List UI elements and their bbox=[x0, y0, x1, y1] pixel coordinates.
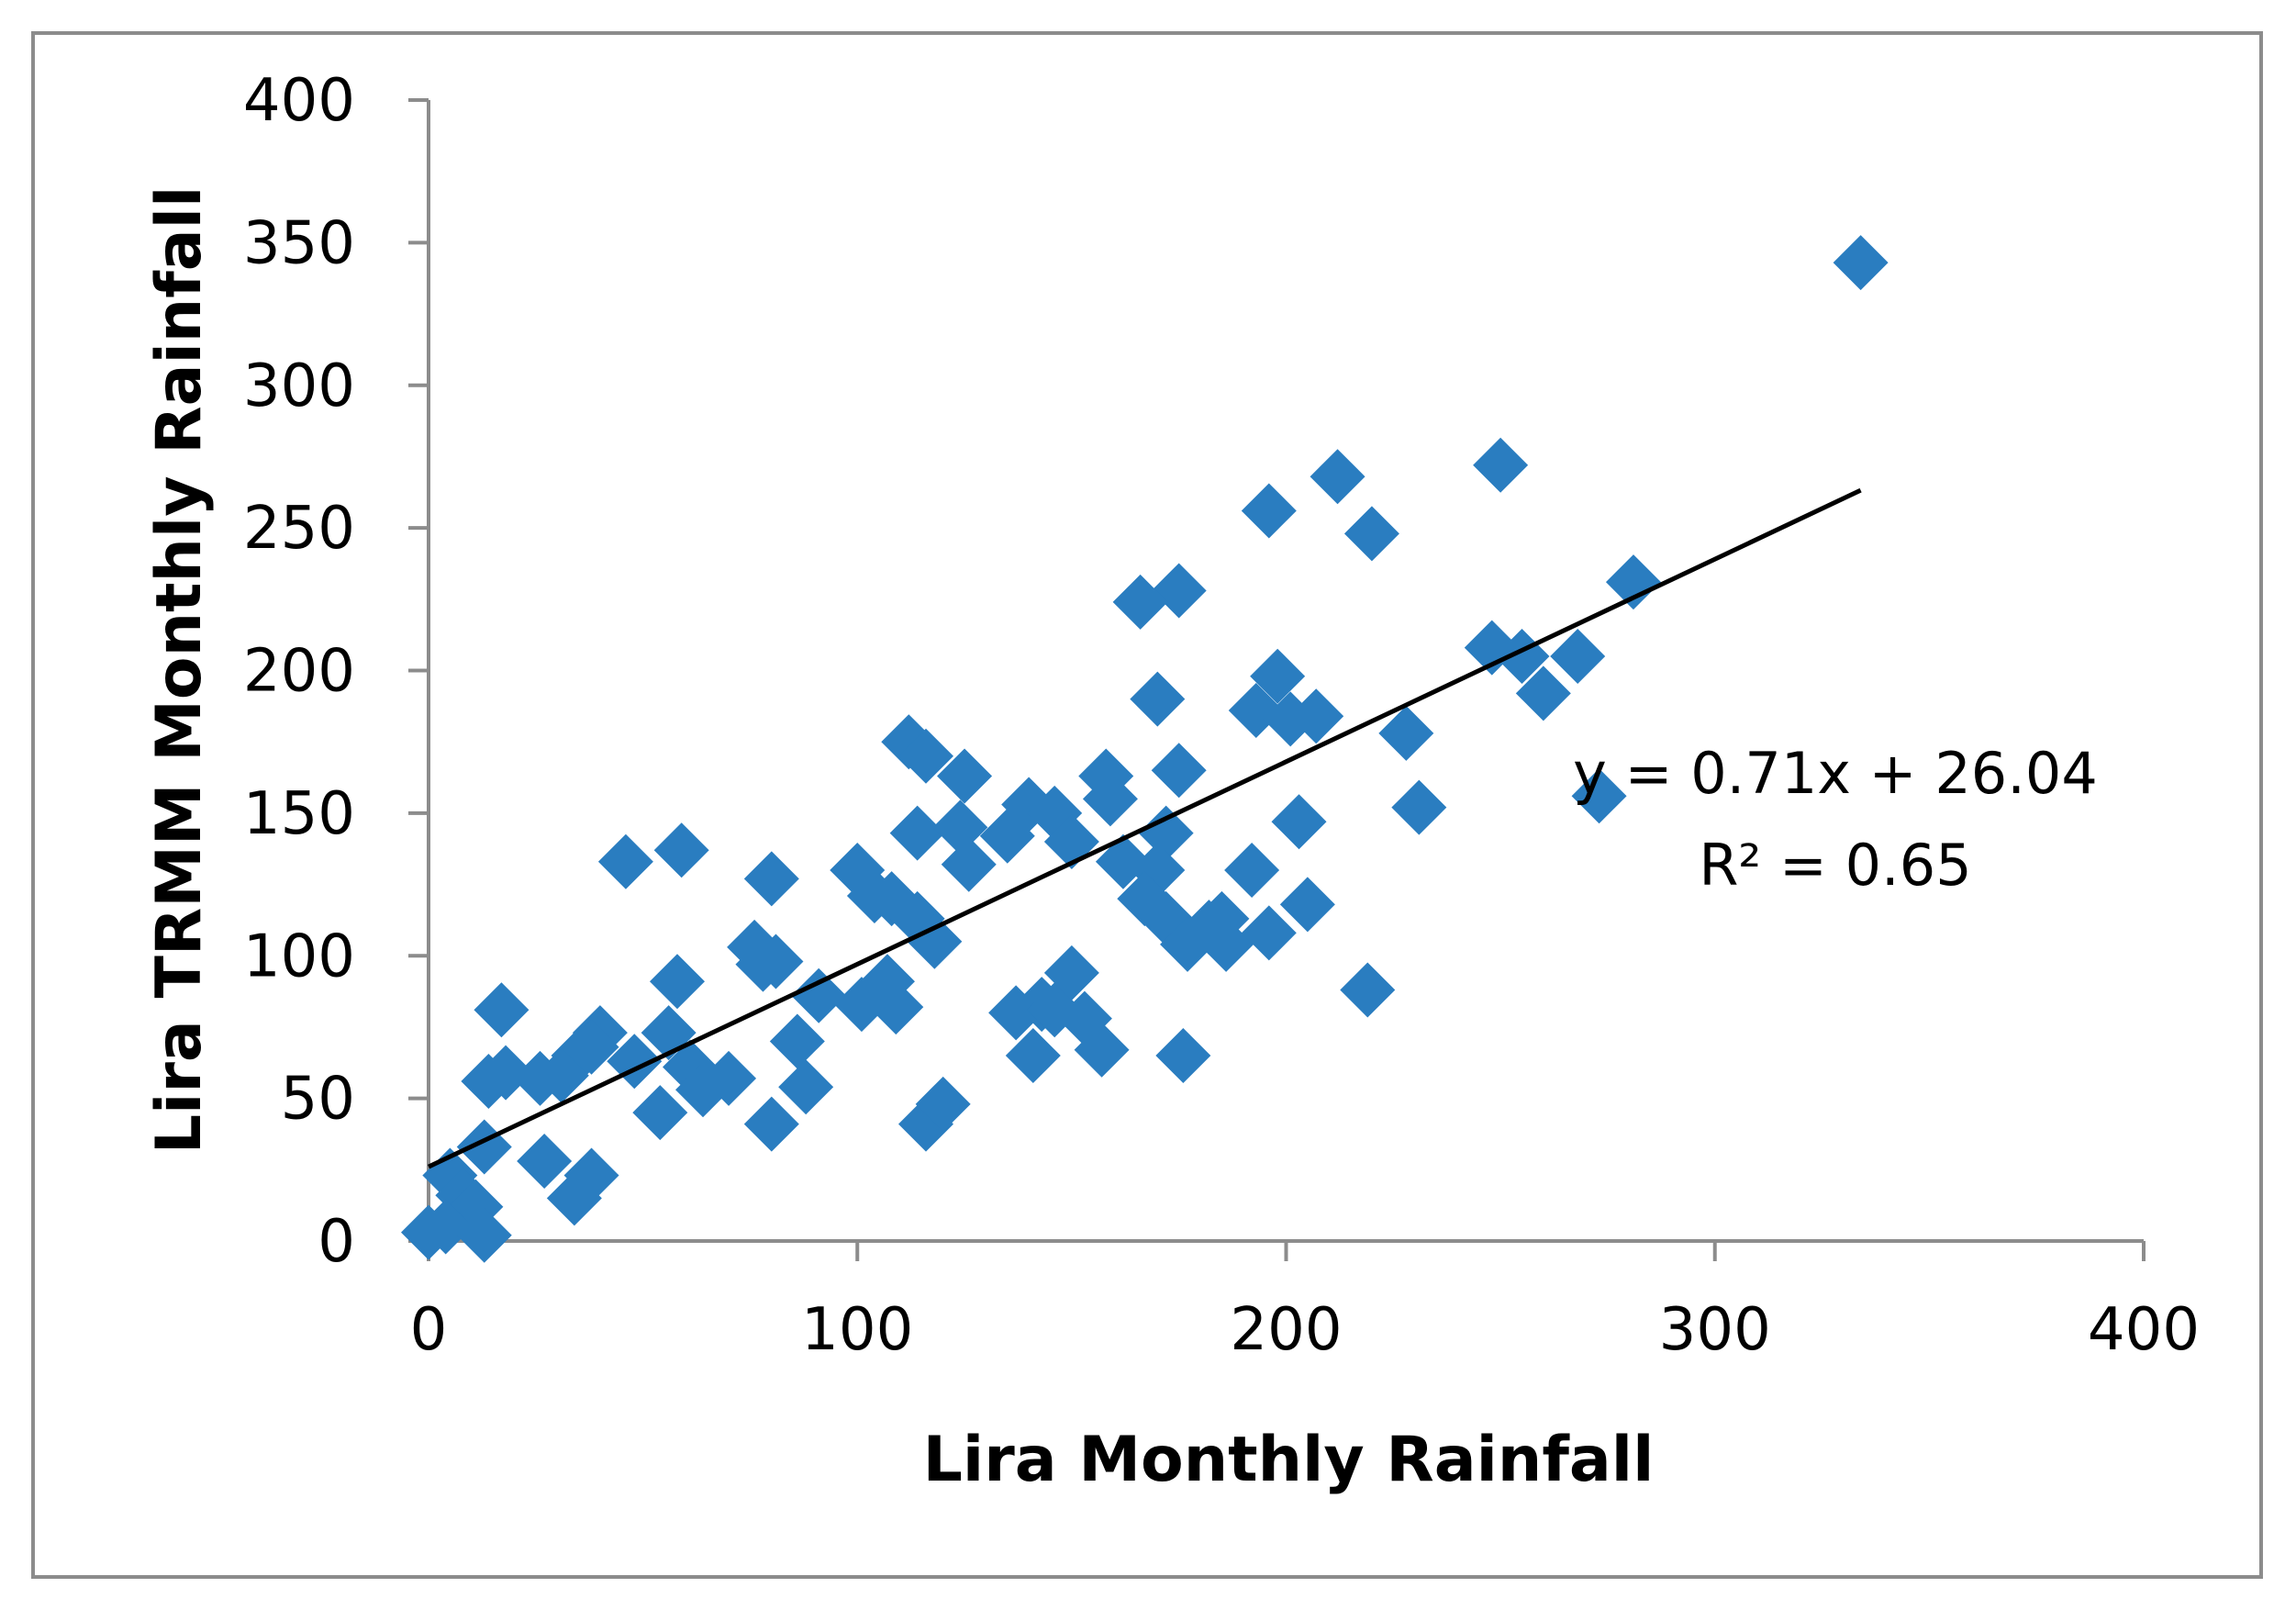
data-point-11 bbox=[1515, 665, 1571, 721]
y-tick-label-100: 100 bbox=[243, 922, 355, 990]
data-point-83 bbox=[478, 1045, 534, 1101]
data-point-68 bbox=[1155, 1028, 1211, 1084]
r-squared-label: R² = 0.65 bbox=[1699, 832, 1971, 899]
data-point-99 bbox=[401, 1204, 456, 1260]
y-tick-label-400: 400 bbox=[243, 67, 355, 135]
data-point-10 bbox=[1550, 628, 1606, 684]
data-point-81 bbox=[512, 1050, 568, 1106]
data-point-12 bbox=[1250, 648, 1306, 704]
y-tick-label-300: 300 bbox=[243, 352, 355, 420]
y-tick-label-350: 350 bbox=[243, 209, 355, 277]
data-point-69 bbox=[1005, 1028, 1061, 1084]
data-point-39 bbox=[743, 851, 799, 907]
data-point-53 bbox=[1279, 877, 1335, 933]
x-tick-label-0: 0 bbox=[410, 1296, 448, 1364]
data-point-0 bbox=[1833, 235, 1889, 291]
data-point-16 bbox=[1130, 671, 1186, 727]
data-point-44 bbox=[907, 913, 963, 969]
data-point-2 bbox=[1310, 449, 1365, 505]
data-point-57 bbox=[791, 967, 847, 1023]
data-point-38 bbox=[597, 833, 653, 889]
data-point-61 bbox=[650, 954, 706, 1010]
data-point-65 bbox=[1043, 945, 1099, 1001]
x-tick-label-200: 200 bbox=[1230, 1296, 1342, 1364]
trendline-group bbox=[427, 487, 1862, 1169]
data-point-46 bbox=[1138, 890, 1194, 946]
data-point-52 bbox=[1241, 905, 1297, 961]
data-point-51 bbox=[1224, 843, 1280, 899]
data-point-98 bbox=[456, 1207, 512, 1263]
x-tick-label-400: 400 bbox=[2088, 1296, 2200, 1364]
data-point-15 bbox=[1288, 688, 1344, 744]
data-point-1 bbox=[1473, 437, 1529, 493]
x-tick-label-100: 100 bbox=[801, 1296, 913, 1364]
data-point-24 bbox=[1271, 794, 1327, 850]
chart-frame bbox=[31, 31, 2263, 1579]
data-point-60 bbox=[868, 979, 924, 1035]
data-point-89 bbox=[915, 1076, 971, 1132]
data-point-70 bbox=[1340, 962, 1396, 1018]
data-point-50 bbox=[1194, 890, 1250, 946]
x-tick-label-300: 300 bbox=[1659, 1296, 1771, 1364]
x-axis-title: Lira Monthly Rainfall bbox=[923, 1424, 1655, 1496]
data-points bbox=[401, 235, 1889, 1263]
data-point-87 bbox=[743, 1096, 799, 1152]
data-point-85 bbox=[778, 1059, 834, 1115]
data-point-91 bbox=[517, 1133, 573, 1189]
axes: 0 50 100 150 200 250 300 350 400 0 100 200 300 400 bbox=[243, 67, 2200, 1364]
y-tick-label-150: 150 bbox=[243, 780, 355, 848]
data-point-22 bbox=[1082, 771, 1138, 827]
y-tick-label-50: 50 bbox=[281, 1066, 355, 1134]
y-tick-label-200: 200 bbox=[243, 638, 355, 706]
data-point-29 bbox=[979, 808, 1035, 864]
data-point-7 bbox=[1112, 574, 1168, 630]
data-point-43 bbox=[889, 890, 945, 946]
data-point-3 bbox=[1241, 483, 1297, 539]
data-point-25 bbox=[1391, 779, 1447, 835]
data-point-17 bbox=[1378, 705, 1434, 761]
data-point-71 bbox=[474, 982, 529, 1038]
labels: Lira Monthly Rainfall Lira TRMM Monthly … bbox=[143, 186, 2098, 1496]
data-point-20 bbox=[937, 748, 993, 804]
data-point-5 bbox=[1605, 554, 1661, 610]
y-tick-label-250: 250 bbox=[243, 495, 355, 563]
data-point-4 bbox=[1343, 506, 1399, 562]
data-point-23 bbox=[1151, 743, 1207, 799]
data-point-56 bbox=[735, 936, 791, 992]
data-point-67 bbox=[1074, 1022, 1130, 1078]
data-point-37 bbox=[653, 822, 709, 878]
data-point-26 bbox=[1571, 768, 1627, 824]
data-point-34 bbox=[1138, 805, 1194, 861]
data-point-86 bbox=[632, 1085, 688, 1141]
data-point-93 bbox=[546, 1170, 602, 1226]
y-axis-title: Lira TRMM Monthly Rainfall bbox=[143, 186, 216, 1155]
data-point-84 bbox=[769, 1013, 825, 1069]
data-point-30 bbox=[889, 805, 945, 861]
y-tick-label-0: 0 bbox=[318, 1208, 355, 1276]
data-point-79 bbox=[701, 1050, 757, 1106]
data-point-19 bbox=[898, 728, 954, 784]
trendline bbox=[427, 487, 1862, 1169]
data-point-31 bbox=[932, 799, 988, 855]
trendline-equation: y = 0.71x + 26.04 bbox=[1573, 740, 2098, 807]
data-point-32 bbox=[941, 836, 997, 892]
